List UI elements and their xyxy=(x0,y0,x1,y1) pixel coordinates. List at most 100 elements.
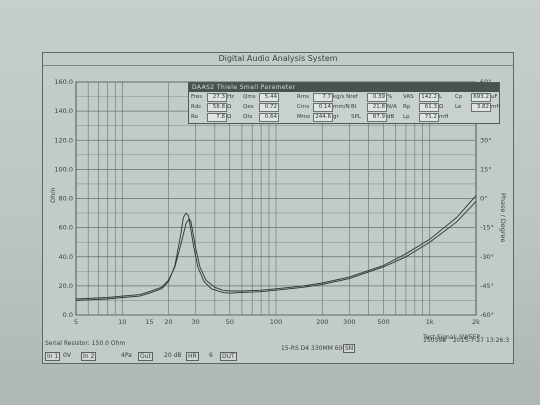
impedance-curve-2 xyxy=(75,201,477,301)
param-unit: mH xyxy=(439,114,449,120)
analysis-window: Digital Audio Analysis System 0.0 20.0 40.… xyxy=(42,52,514,364)
six-text: 6 xyxy=(209,352,213,359)
param-value: 244.6 xyxy=(313,113,333,122)
impedance-curve-1 xyxy=(75,195,477,300)
param-unit: mm/N xyxy=(333,104,350,110)
y-tick-label: 20.0 xyxy=(59,282,73,290)
param-value: 61.3 xyxy=(419,103,439,112)
y-tick-label: 40.0 xyxy=(59,253,73,261)
param-unit: L xyxy=(439,94,443,100)
out-button[interactable]: Out xyxy=(138,352,153,361)
param-unit: kg/s Nref xyxy=(333,94,358,100)
param-label: Cms xyxy=(297,104,310,110)
dut-button[interactable]: DUT xyxy=(220,352,237,361)
serial-resistor-text: Serial Resistor: 150.0 Ohm xyxy=(45,340,126,347)
x-tick-label: 2k xyxy=(472,318,480,326)
x-tick-label: 100 xyxy=(270,318,282,326)
in2-button[interactable]: In 2 xyxy=(81,352,97,361)
y-tick-label: 160.0 xyxy=(54,78,73,86)
param-unit: Hz xyxy=(227,94,235,100)
param-unit: dB xyxy=(387,114,395,120)
param-value: 693.2 xyxy=(471,93,491,102)
x-tick-label: 5 xyxy=(74,318,78,326)
param-value: 58.8 xyxy=(207,103,227,112)
param-label: Rdc xyxy=(191,104,202,110)
param-row: Re 7.8 Ω Qts 0.64 Mms 244.6 gr SPL 87.9 dB Lp 71.2 mH xyxy=(189,112,499,122)
param-value: 142.2 xyxy=(419,93,439,102)
thiele-small-title: DAAS2 Thiele Small Parameter xyxy=(189,83,499,92)
zero-v-text: 0V xyxy=(63,352,71,359)
y2-tick-label: -60° xyxy=(480,311,494,319)
y2-tick-label: 0° xyxy=(480,195,487,203)
thiele-small-panel: DAAS2 Thiele Small Parameter Fres 27.3 Hz Q… xyxy=(188,82,501,124)
y-tick-label: 60.0 xyxy=(59,224,73,232)
param-label: Cp xyxy=(455,94,463,100)
y2-tick-label: -15° xyxy=(480,224,494,232)
param-value: 0.14 xyxy=(313,103,333,112)
param-row: Fres 27.3 Hz Qms 5.44 Rms 7.7 kg/s Nref 0.39% VAS… xyxy=(189,92,499,102)
param-value: 7.8 xyxy=(207,113,227,122)
window-title: Digital Audio Analysis System xyxy=(43,53,513,66)
param-value: 21.8 xyxy=(367,103,387,112)
x-tick-label: 10 xyxy=(118,318,126,326)
param-label: Mms xyxy=(297,114,310,120)
y-axis-title: Ohm xyxy=(49,187,57,203)
y2-axis-title: Phase / Degree xyxy=(499,193,507,242)
param-unit: Ω xyxy=(439,104,444,110)
time-text: 13:26:3 xyxy=(486,337,510,344)
param-unit: N/A xyxy=(387,104,397,110)
param-label: VAS xyxy=(403,94,414,100)
x-tick-label: 15 xyxy=(145,318,153,326)
param-unit: Ω xyxy=(227,114,232,120)
x-tick-label: 1k xyxy=(426,318,434,326)
param-value: 7.7 xyxy=(313,93,333,102)
y-tick-label: 80.0 xyxy=(59,195,73,203)
param-label: Qes xyxy=(243,104,254,110)
test-signal-text: Test Signal: SWEEP xyxy=(423,334,481,341)
param-label: Le xyxy=(455,104,462,110)
model-text: 15-RS D4 330MM 60G xyxy=(281,345,348,352)
y-tick-label: 140.0 xyxy=(54,107,73,115)
x-tick-label: 20 xyxy=(164,318,172,326)
y2-tick-label: 30° xyxy=(480,136,492,144)
y2-tick-label: -30° xyxy=(480,253,494,261)
param-value: 5.44 xyxy=(259,93,279,102)
y2-tick-label: -45° xyxy=(480,282,494,290)
in1-button[interactable]: In 1 xyxy=(45,352,61,361)
param-value: 27.3 xyxy=(207,93,227,102)
y2-tick-label: 15° xyxy=(480,165,492,173)
x-tick-label: 200 xyxy=(316,318,328,326)
four-pa-text: 4Pa xyxy=(121,352,132,359)
sn-button[interactable]: SN xyxy=(343,344,356,353)
param-value: 71.2 xyxy=(419,113,439,122)
y-tick-label: 100.0 xyxy=(54,165,73,173)
status-bar: Serial Resistor: 150.0 Ohm Test Signal: … xyxy=(43,334,513,363)
param-value: 3.82 xyxy=(471,103,491,112)
param-label: Rms xyxy=(297,94,310,100)
param-unit: % xyxy=(387,94,393,100)
param-unit: Ω xyxy=(227,104,232,110)
x-tick-label: 300 xyxy=(343,318,355,326)
y-tick-label: 0.0 xyxy=(63,311,73,319)
param-value: 0.64 xyxy=(259,113,279,122)
counter-text: 150598 xyxy=(423,337,446,344)
param-label: Re xyxy=(191,114,198,120)
param-unit: mH xyxy=(491,104,501,110)
param-value: 0.39 xyxy=(367,93,387,102)
param-label: Qts xyxy=(243,114,253,120)
param-label: Qms xyxy=(243,94,256,100)
x-tick-label: 500 xyxy=(377,318,389,326)
param-value: 0.72 xyxy=(259,103,279,112)
param-value: 87.9 xyxy=(367,113,387,122)
x-tick-label: 30 xyxy=(191,318,199,326)
param-label: Bl xyxy=(351,104,357,110)
hr-button[interactable]: HR xyxy=(186,352,199,361)
param-unit: uF xyxy=(491,94,498,100)
param-row: Rdc 58.8 Ω Qes 0.72 Cms 0.14 mm/N Bl 21.8 N/A Rp 61.… xyxy=(189,102,501,112)
param-label: Rp xyxy=(403,104,411,110)
param-label: Lp xyxy=(403,114,410,120)
y-tick-label: 120.0 xyxy=(54,136,73,144)
date-text: 2015-7-27 xyxy=(453,337,485,344)
x-tick-label: 50 xyxy=(226,318,234,326)
